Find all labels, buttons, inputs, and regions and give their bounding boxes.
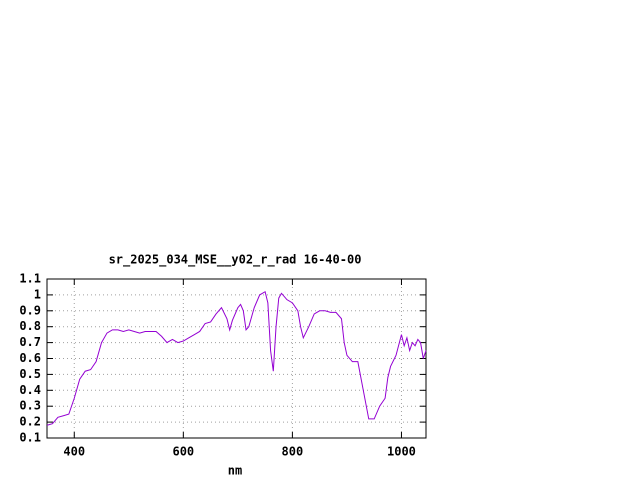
x-tick-label: 400 [63,445,85,459]
x-tick-label: 1000 [387,445,416,459]
x-tick-label: 800 [282,445,304,459]
y-tick-label: 0.4 [19,383,41,397]
y-tick-label: 0.3 [19,399,41,413]
y-tick-label: 0.5 [19,367,41,381]
y-tick-label: 1.1 [19,272,41,286]
y-tick-label: 0.7 [19,335,41,349]
data-line [46,290,427,426]
y-tick-label: 0.8 [19,319,41,333]
y-tick-label: 0.6 [19,351,41,365]
y-tick-label: 1 [34,287,41,301]
plot-border [46,278,427,439]
y-tick-label: 0.2 [19,415,41,429]
x-axis-label: nm [228,464,242,478]
chart-title: sr_2025_034_MSE__y02_r_rad 16-40-00 [109,253,362,268]
y-tick-label: 0.9 [19,303,41,317]
y-tick-label: 0.1 [19,431,41,445]
x-tick-label: 600 [172,445,194,459]
